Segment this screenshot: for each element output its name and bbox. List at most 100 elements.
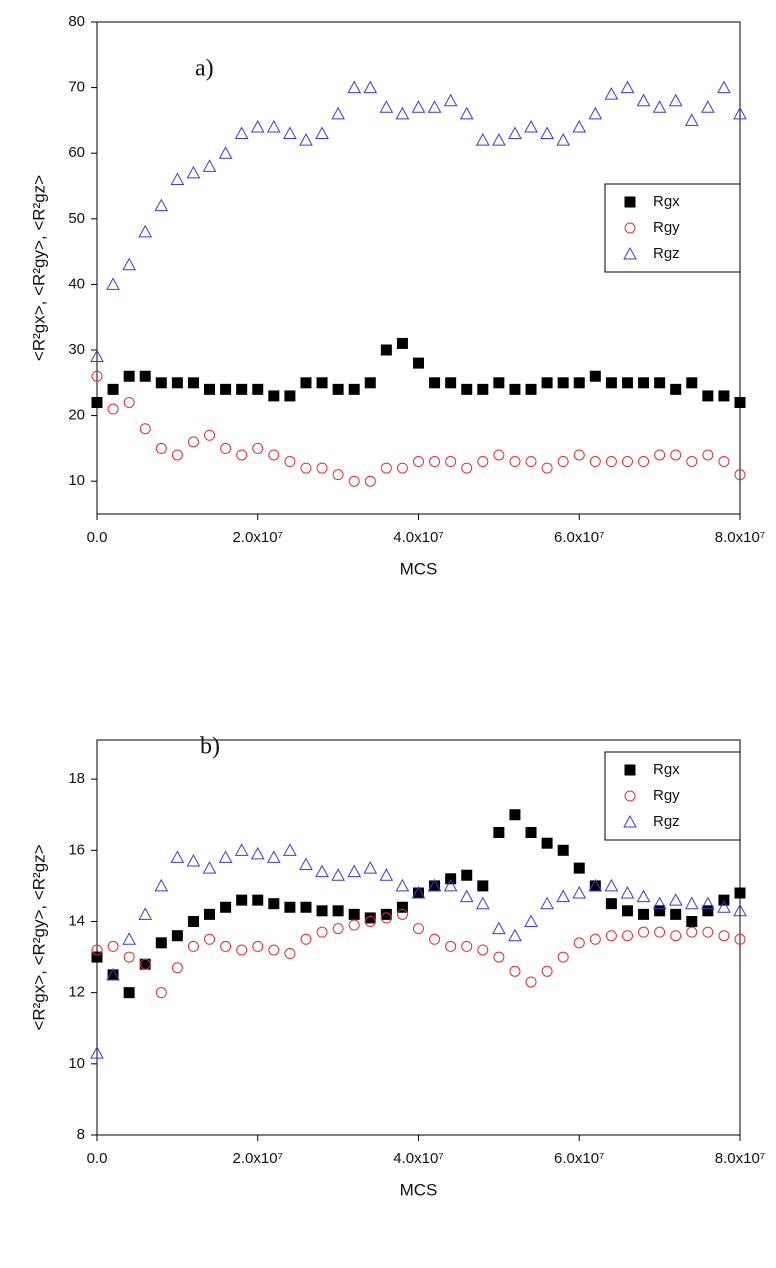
point (477, 880, 489, 892)
point (364, 377, 376, 389)
point (220, 940, 232, 952)
point (218, 146, 233, 159)
point (395, 106, 410, 120)
point (718, 894, 730, 906)
point (122, 257, 136, 271)
point (364, 912, 376, 924)
point (684, 896, 699, 910)
annotation: a) (195, 56, 214, 82)
point (670, 449, 682, 461)
point (429, 377, 441, 389)
point (654, 926, 666, 938)
point (155, 377, 167, 389)
point (589, 933, 601, 945)
point (379, 100, 394, 113)
point (250, 846, 265, 860)
point (541, 837, 553, 849)
point (220, 442, 232, 454)
point (573, 862, 585, 874)
series (90, 843, 747, 1059)
point (171, 377, 183, 389)
point (588, 878, 603, 892)
point (348, 475, 360, 487)
point (122, 932, 136, 945)
point (171, 930, 183, 942)
point (252, 940, 264, 952)
point (316, 377, 328, 389)
point (621, 930, 633, 942)
point (331, 868, 345, 881)
point (396, 462, 408, 474)
point (620, 80, 635, 94)
point (654, 377, 666, 389)
x-tick-label: 6.0x10⁷ (554, 529, 604, 546)
point (668, 893, 683, 906)
point (477, 456, 489, 468)
series (91, 337, 746, 408)
point (701, 896, 715, 910)
point (380, 912, 392, 924)
point (573, 377, 585, 389)
point (413, 357, 424, 369)
point (91, 370, 103, 382)
point (138, 224, 153, 238)
series (91, 908, 746, 999)
point (718, 456, 730, 468)
point (443, 93, 458, 107)
point (670, 908, 682, 920)
point (380, 908, 392, 920)
point (284, 390, 296, 402)
point (540, 896, 554, 910)
point (718, 390, 730, 402)
point (638, 377, 650, 389)
point (347, 864, 362, 878)
point (155, 442, 167, 454)
y-axis-label: <R²gx>, <R²gy>, <R²gz> (29, 175, 48, 361)
point (557, 844, 569, 856)
legend-marker (623, 814, 637, 828)
point (155, 987, 167, 999)
point (524, 119, 538, 133)
point (427, 100, 442, 113)
point (621, 377, 633, 389)
point (283, 843, 297, 856)
point (492, 921, 506, 935)
point (106, 967, 120, 981)
point (733, 903, 747, 917)
point (638, 926, 650, 938)
point (621, 456, 633, 468)
point (636, 93, 651, 107)
x-tick-label: 8.0x10⁷ (715, 1150, 765, 1167)
point (654, 905, 666, 917)
point (154, 198, 169, 212)
point (556, 133, 571, 146)
point (477, 383, 489, 395)
point (508, 126, 522, 140)
point (348, 383, 360, 395)
point (461, 462, 473, 474)
point (702, 390, 714, 402)
point (187, 940, 199, 952)
legend-label: Rgz (653, 245, 680, 262)
legend-label: Rgy (653, 787, 680, 804)
point (411, 100, 426, 113)
point (396, 908, 408, 920)
point (139, 423, 151, 435)
point (509, 383, 521, 395)
y-tick-label: 10 (68, 1055, 85, 1072)
legend-label: Rgz (653, 813, 680, 830)
point (638, 908, 650, 920)
point (734, 887, 746, 899)
point (429, 933, 441, 945)
point (379, 868, 394, 881)
legend-label: Rgx (653, 193, 680, 210)
point (734, 933, 746, 945)
point (171, 449, 183, 461)
point (236, 894, 248, 906)
point (589, 370, 601, 382)
point (475, 896, 490, 910)
point (139, 958, 151, 970)
series (90, 80, 747, 363)
point (283, 126, 297, 140)
x-tick-label: 2.0x10⁷ (233, 1150, 283, 1167)
